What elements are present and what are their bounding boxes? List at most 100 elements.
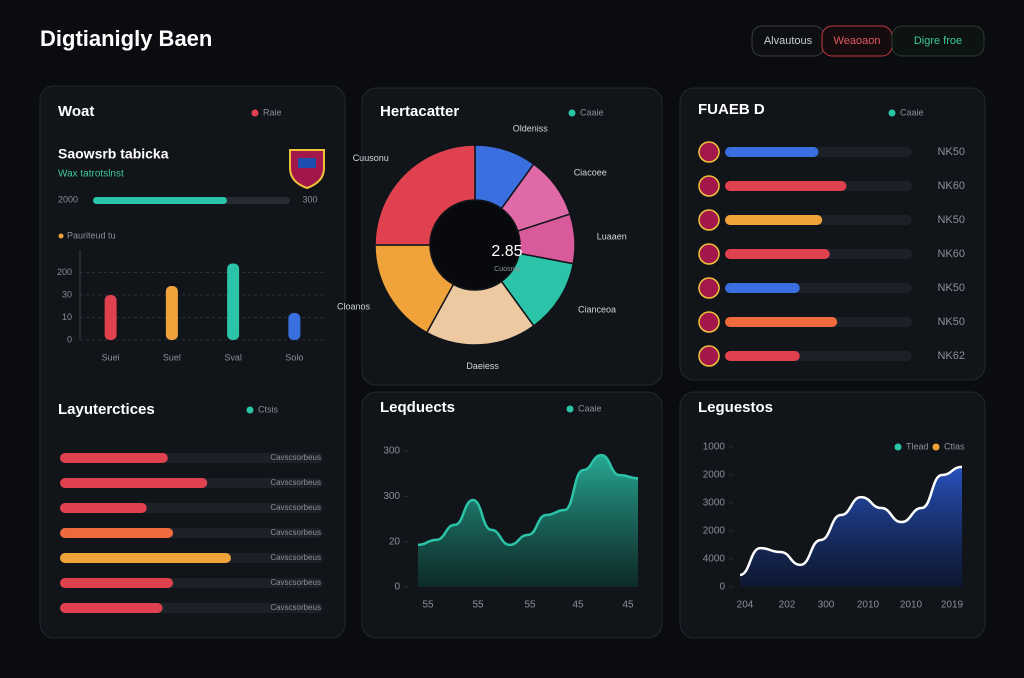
y-tick-label: 20 (389, 536, 401, 547)
y-tick-label: 0 (394, 582, 400, 593)
x-tick-label: Sval (224, 352, 242, 362)
y-tick-label: 1000 (703, 442, 726, 453)
legend-dot (568, 109, 576, 117)
bar (60, 578, 174, 588)
y-tick-label: 2000 (703, 526, 726, 537)
legend-dot (888, 109, 896, 117)
bar-label: Cavscsorbeus (270, 578, 321, 587)
row-label: NK60 (937, 248, 965, 260)
slice-label: Cianceoa (578, 305, 616, 315)
team-icon (698, 311, 720, 333)
x-tick-label: 204 (737, 600, 754, 611)
legend-label: Ctsis (258, 404, 278, 414)
slice-label: Ciacoee (574, 168, 607, 178)
slice-label: Luaaen (597, 232, 627, 242)
y-tick-label: 30 (62, 289, 72, 299)
button-label[interactable]: Alvautous (764, 35, 813, 47)
slice-label: Cuusonu (353, 153, 389, 163)
bar (725, 181, 847, 191)
bar (725, 283, 800, 293)
legend-dot (58, 233, 64, 239)
button-label[interactable]: Weaoaon (834, 35, 881, 47)
bar (725, 249, 830, 259)
legend-dot (894, 443, 902, 451)
subtitle: Saowsrb tabicka (58, 146, 169, 162)
area-fill (418, 455, 638, 587)
row-label: NK62 (937, 350, 965, 362)
button-label[interactable]: Digre froe (914, 35, 962, 47)
donut-center: 2.85 (491, 243, 522, 260)
card-title: Woat (58, 103, 94, 120)
card-title: Layuterctices (58, 401, 155, 418)
bar (165, 286, 178, 340)
bar (725, 317, 838, 327)
progress-bar (93, 197, 227, 204)
y-tick-label: 0 (719, 582, 725, 593)
card-title: FUAEB D (698, 101, 765, 118)
bar (288, 313, 301, 340)
bar (60, 553, 231, 563)
legend-label: Raie (263, 107, 282, 117)
slice-label: Daeiess (466, 361, 499, 371)
y-tick-label: 0 (67, 334, 72, 344)
legend-dot (566, 405, 574, 413)
bar (60, 503, 147, 513)
card-title: Hertacatter (380, 103, 459, 120)
bar (725, 215, 823, 225)
bar-label: Cavscsorbeus (270, 528, 321, 537)
slice-label: Cloanos (337, 301, 371, 311)
x-tick-label: 45 (572, 600, 584, 611)
legend-label: Caaie (900, 107, 924, 117)
x-tick-label: 45 (622, 600, 634, 611)
x-tick-label: Suei (102, 352, 120, 362)
team-icon (698, 277, 720, 299)
y-tick-label: 300 (383, 446, 400, 457)
team-icon (698, 141, 720, 163)
card-title: Leguestos (698, 399, 773, 416)
legend-label: Ctlas (944, 441, 965, 451)
row-label: NK50 (937, 214, 965, 226)
page-title: Digtianigly Baen (40, 26, 212, 51)
legend-dot (246, 406, 254, 414)
legend-label: Tlead (906, 441, 929, 451)
x-tick-label: 55 (472, 600, 484, 611)
y-tick-label: 300 (383, 491, 400, 502)
y-tick-label: 200 (57, 267, 72, 277)
bar-label: Cavscsorbeus (270, 453, 321, 462)
card (39, 85, 346, 639)
y-tick-label: 3000 (703, 498, 726, 509)
y-tick-label: 4000 (703, 554, 726, 565)
row-label: NK60 (937, 180, 965, 192)
button[interactable] (891, 25, 985, 57)
bar (104, 295, 117, 340)
x-tick-label: 300 (818, 600, 835, 611)
y-tick-label: 2000 (703, 470, 726, 481)
bar-label: Cavscsorbeus (270, 553, 321, 562)
bar (227, 263, 240, 340)
x-tick-label: 2019 (941, 600, 964, 611)
slice-label: Oldeniss (513, 123, 549, 133)
progress-end-label: 300 (302, 194, 317, 204)
x-tick-label: 55 (422, 600, 434, 611)
legend-label: Caaie (580, 107, 604, 117)
legend-label: Caaie (578, 403, 602, 413)
card (679, 87, 986, 381)
chart-title: Pauriteud tu (67, 230, 116, 240)
bar (60, 453, 168, 463)
bar (725, 147, 819, 157)
crest (289, 149, 325, 190)
area-line (739, 465, 963, 577)
note: Wax tatrotslnst (58, 169, 124, 180)
bar (60, 603, 163, 613)
donut-hole (431, 201, 519, 289)
x-tick-label: 202 (779, 600, 796, 611)
team-icon (698, 175, 720, 197)
row-label: NK50 (937, 282, 965, 294)
card-title: Leqduects (380, 399, 455, 416)
progress-label: 2000 (58, 194, 78, 204)
area-fill (740, 466, 962, 587)
legend-dot (932, 443, 940, 451)
bar-label: Cavscsorbeus (270, 478, 321, 487)
donut-center-sub: Cuosnia (494, 266, 520, 273)
